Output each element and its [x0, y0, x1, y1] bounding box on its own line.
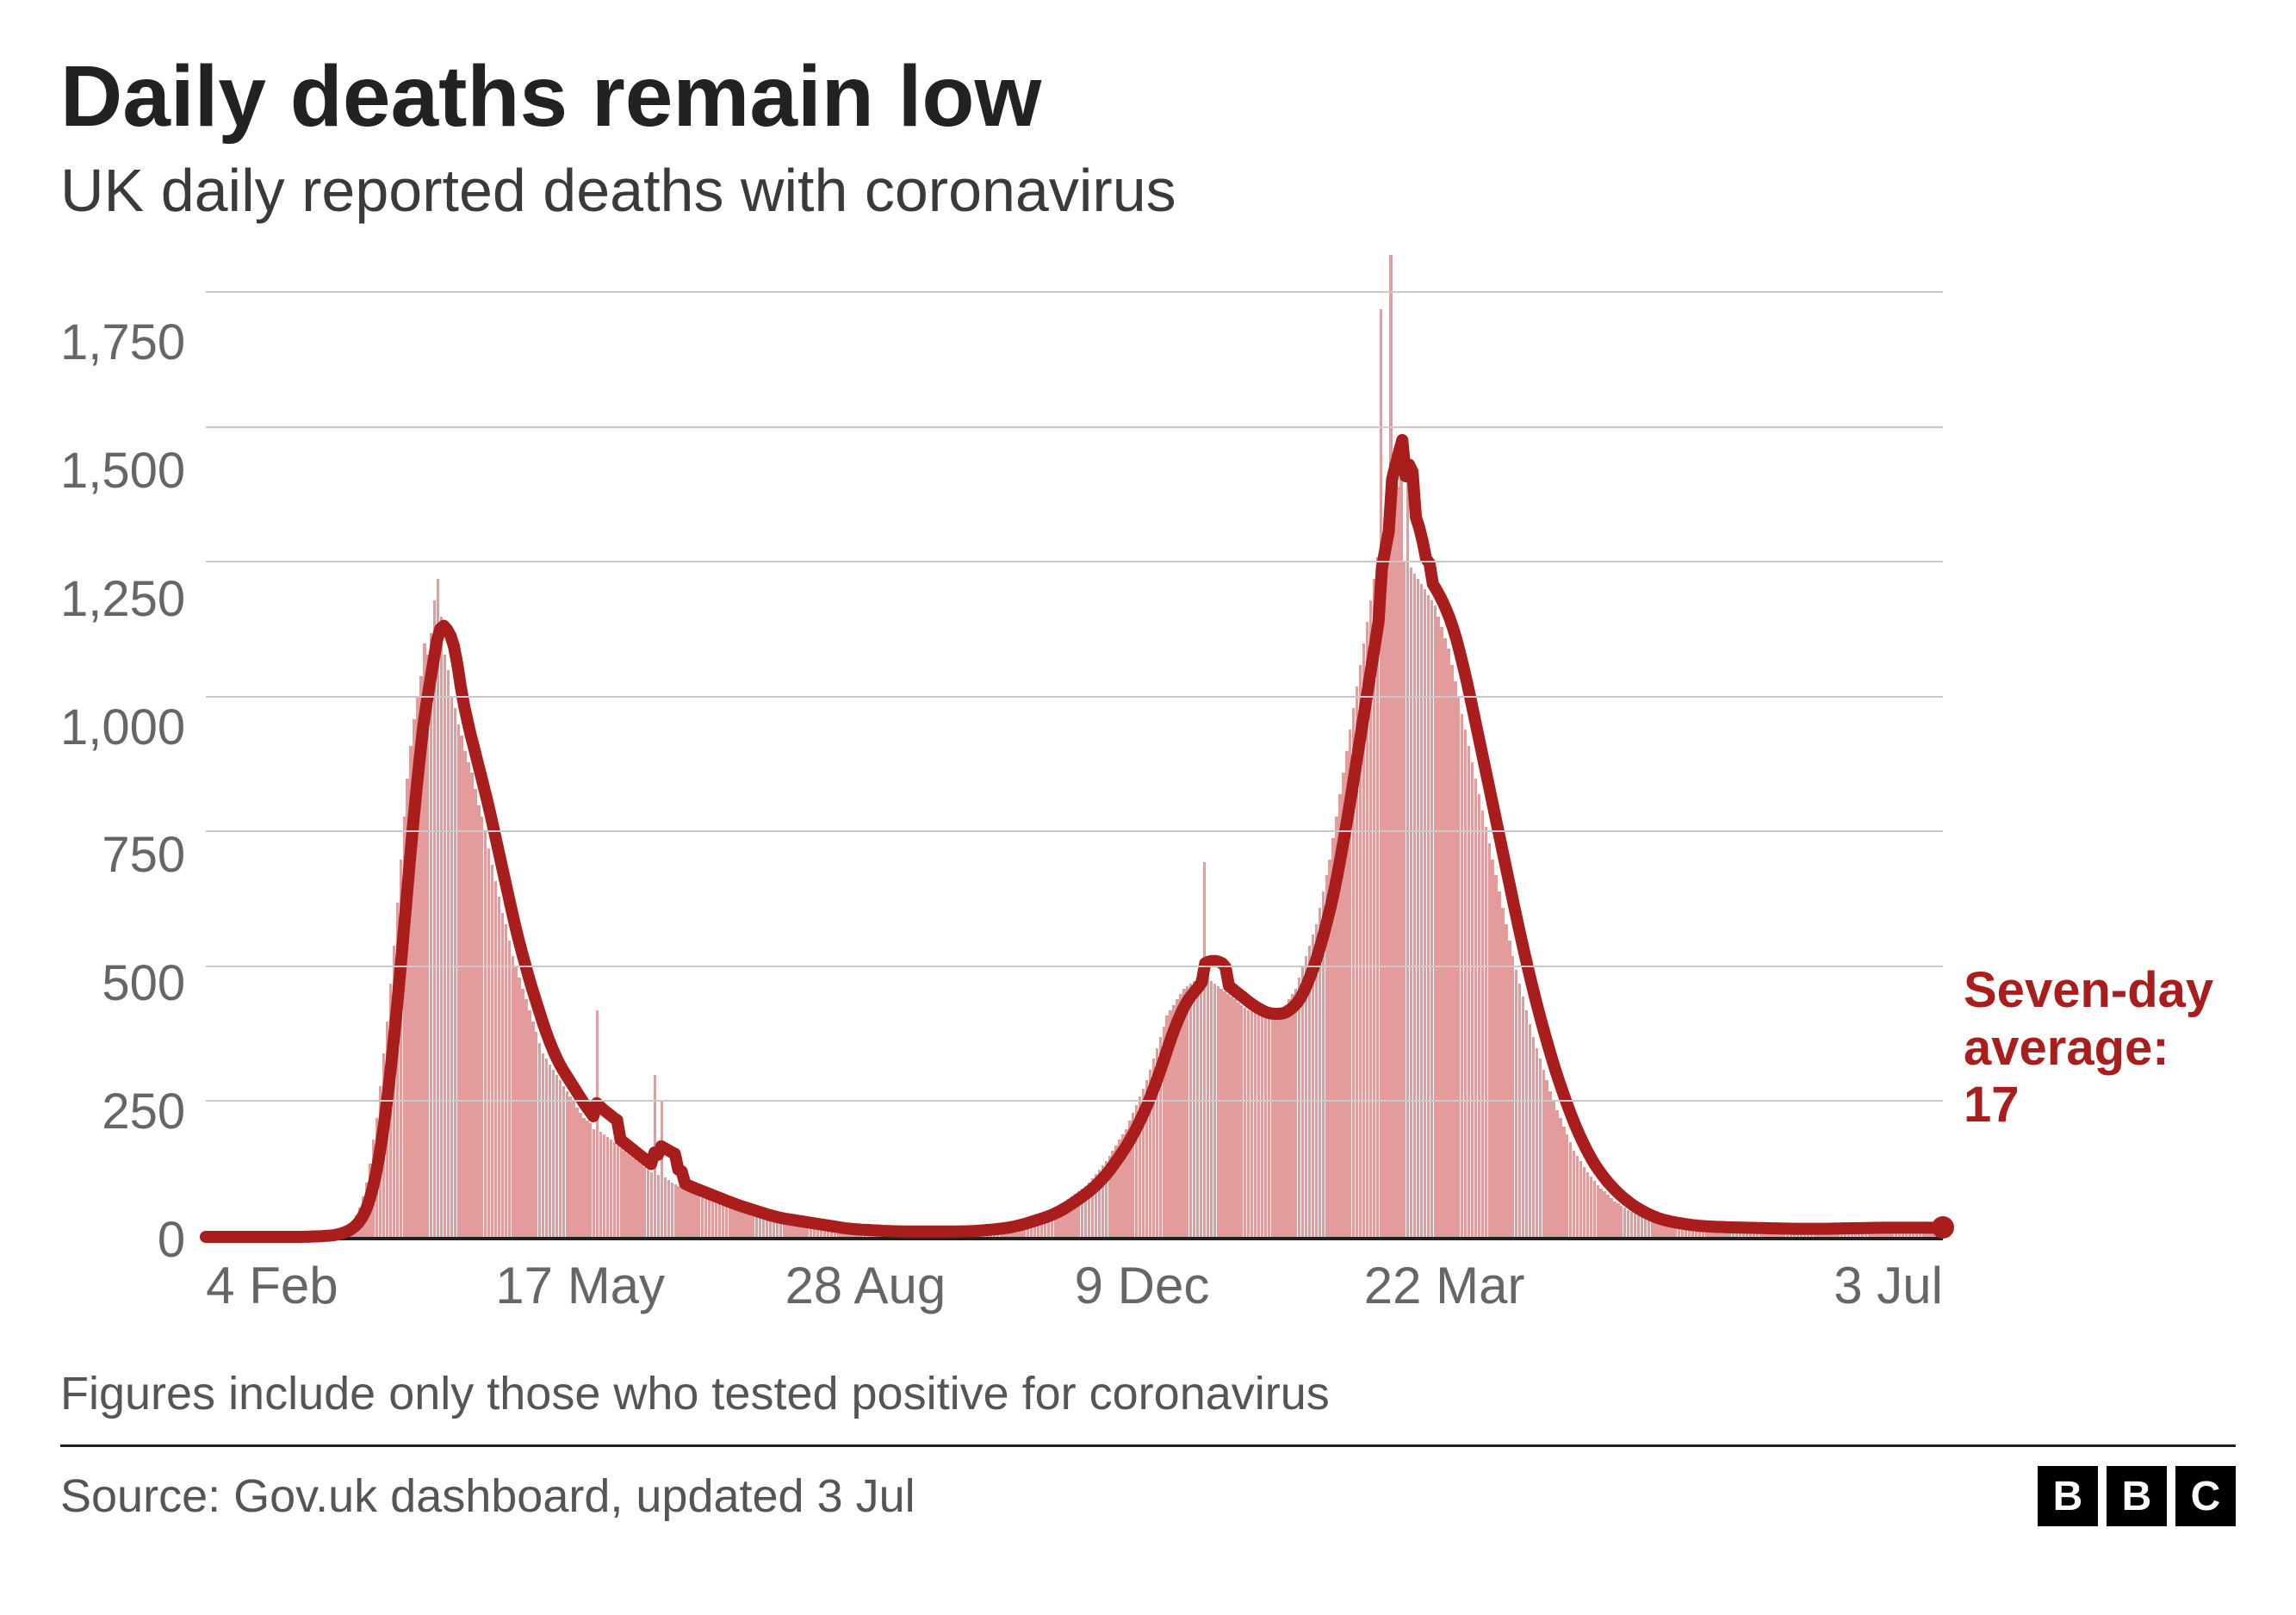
x-tick-label: 17 May: [495, 1256, 785, 1315]
plot-wrap: 4 Feb17 May28 Aug9 Dec22 Mar3 Jul: [206, 293, 1943, 1315]
grid-line: [206, 1100, 1943, 1102]
y-axis: 1,7501,5001,2501,0007505002500: [60, 293, 206, 1240]
grid-line: [206, 696, 1943, 698]
chart-footnote: Figures include only those who tested po…: [60, 1367, 2236, 1447]
chart-row: 1,750 1,500 1,250 1,000 750 500 250 0 4 Feb17 M…: [60, 293, 2236, 1315]
x-axis: 4 Feb17 May28 Aug9 Dec22 Mar3 Jul: [206, 1256, 1943, 1315]
y-tick-label: 1,000: [60, 703, 185, 753]
y-tick-label: 750: [102, 830, 185, 880]
y-tick-label: 1,500: [60, 446, 185, 496]
y-tick-label: 1,750: [60, 318, 185, 368]
chart-frame: Daily deaths remain low UK daily reporte…: [0, 0, 2296, 1615]
x-tick-label: 4 Feb: [206, 1256, 495, 1315]
callout-line-3: 17: [1964, 1077, 2213, 1134]
callout-line-1: Seven-day: [1964, 962, 2213, 1020]
bbc-logo-letter: B: [2038, 1466, 2098, 1526]
seven-day-average-line: [206, 293, 1943, 1237]
grid-line: [206, 291, 1943, 293]
grid-line: [206, 966, 1943, 967]
callout-line-2: average:: [1964, 1020, 2213, 1078]
plot-area: [206, 293, 1943, 1240]
bbc-logo: BBC: [2038, 1466, 2236, 1526]
bbc-logo-letter: B: [2107, 1466, 2167, 1526]
y-tick-label: 0: [158, 1215, 185, 1265]
chart-source: Source: Gov.uk dashboard, updated 3 Jul: [60, 1469, 915, 1523]
x-tick-label: 3 Jul: [1654, 1256, 1943, 1315]
grid-line: [206, 561, 1943, 562]
y-tick-label: 250: [102, 1087, 185, 1137]
y-tick-label: 1,250: [60, 575, 185, 624]
x-tick-label: 22 Mar: [1364, 1256, 1654, 1315]
seven-day-average-end-dot: [1932, 1216, 1954, 1239]
x-tick-label: 28 Aug: [785, 1256, 1074, 1315]
chart-subtitle: UK daily reported deaths with coronaviru…: [60, 158, 2236, 224]
chart-title: Daily deaths remain low: [60, 52, 2236, 142]
y-tick-label: 500: [102, 959, 185, 1009]
bbc-logo-letter: C: [2175, 1466, 2236, 1526]
x-tick-label: 9 Dec: [1075, 1256, 1364, 1315]
seven-day-average-callout: Seven-day average: 17: [1943, 293, 2236, 1315]
bottom-row: Source: Gov.uk dashboard, updated 3 Jul …: [60, 1466, 2236, 1526]
grid-line: [206, 426, 1943, 428]
grid-line: [206, 830, 1943, 832]
